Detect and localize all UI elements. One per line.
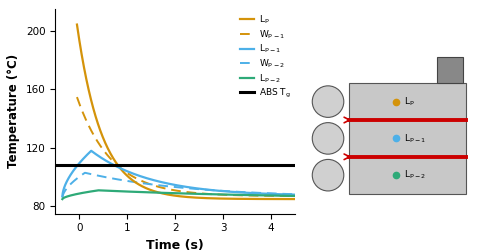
Text: L$_\mathregular{P-2}$: L$_\mathregular{P-2}$ xyxy=(404,169,426,181)
Bar xyxy=(349,83,467,120)
Bar xyxy=(437,57,463,83)
Text: L$_\mathregular{P-1}$: L$_\mathregular{P-1}$ xyxy=(404,132,426,145)
Legend: L$_\mathregular{P}$, W$_\mathregular{P-1}$, L$_\mathregular{P-1}$, W$_\mathregul: L$_\mathregular{P}$, W$_\mathregular{P-1… xyxy=(240,13,291,100)
Circle shape xyxy=(312,86,344,117)
Bar xyxy=(349,157,467,194)
Circle shape xyxy=(312,123,344,154)
Text: L$_\mathregular{P}$: L$_\mathregular{P}$ xyxy=(404,95,415,108)
Y-axis label: Temperature (°C): Temperature (°C) xyxy=(7,54,20,168)
Bar xyxy=(349,120,467,157)
X-axis label: Time (s): Time (s) xyxy=(146,239,204,250)
Circle shape xyxy=(312,160,344,191)
